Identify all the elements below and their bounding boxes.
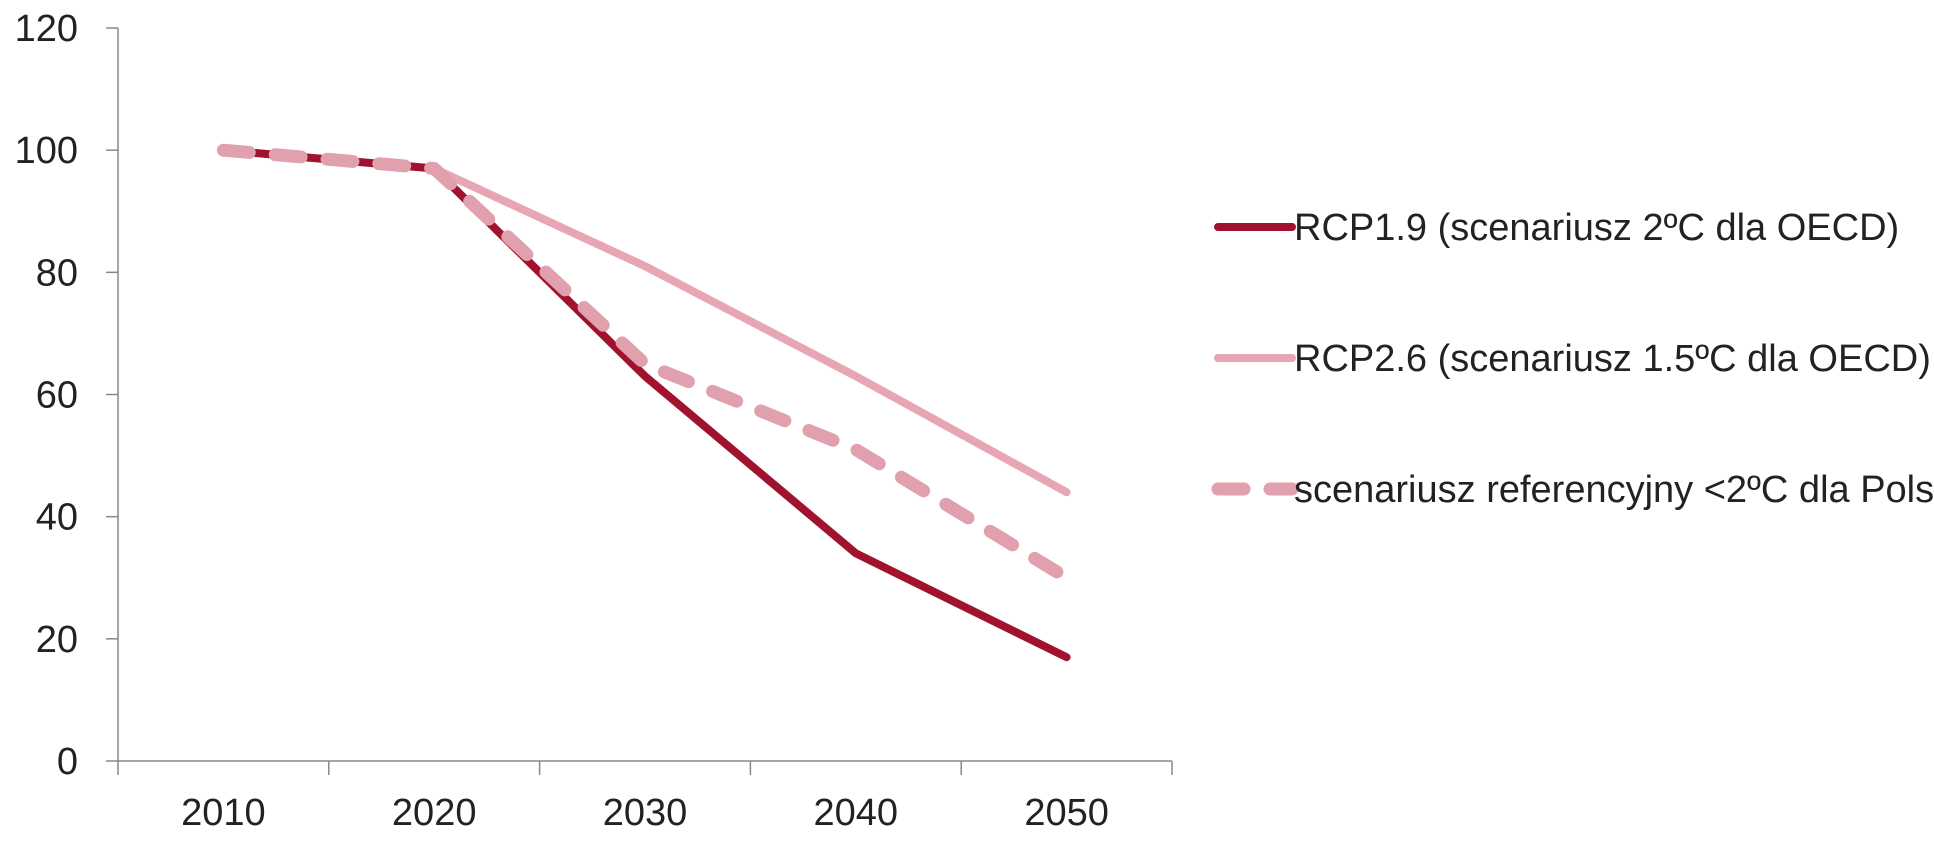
x-tick-label: 2050 [1024, 792, 1109, 834]
series-lines [216, 143, 1074, 662]
x-tick-label: 2030 [603, 792, 688, 834]
y-tick-label: 80 [36, 252, 78, 294]
x-tick-label: 2010 [181, 792, 266, 834]
legend-label-1: RCP1.9 (scenariusz 2ºC dla OECD) [1294, 207, 1899, 249]
y-tick-label: 100 [15, 130, 78, 172]
legend: RCP1.9 (scenariusz 2ºC dla OECD) RCP2.6 (… [1211, 207, 1934, 511]
x-tick-label: 2040 [814, 792, 899, 834]
x-tick-label: 2020 [392, 792, 477, 834]
series-line-3 [216, 143, 1074, 585]
legend-label-3: scenariusz referencyjny <2ºC dla Polski [1294, 469, 1934, 511]
legend-label-2: RCP2.6 (scenariusz 1.5ºC dla OECD) [1294, 338, 1931, 380]
series-line-1 [219, 146, 1071, 662]
y-tick-label: 0 [57, 741, 78, 783]
y-tick-label: 60 [36, 375, 78, 417]
y-tick-label: 20 [36, 619, 78, 661]
y-tick-label: 120 [15, 8, 78, 50]
y-tick-label: 40 [36, 497, 78, 539]
series-line-2 [219, 146, 1071, 497]
